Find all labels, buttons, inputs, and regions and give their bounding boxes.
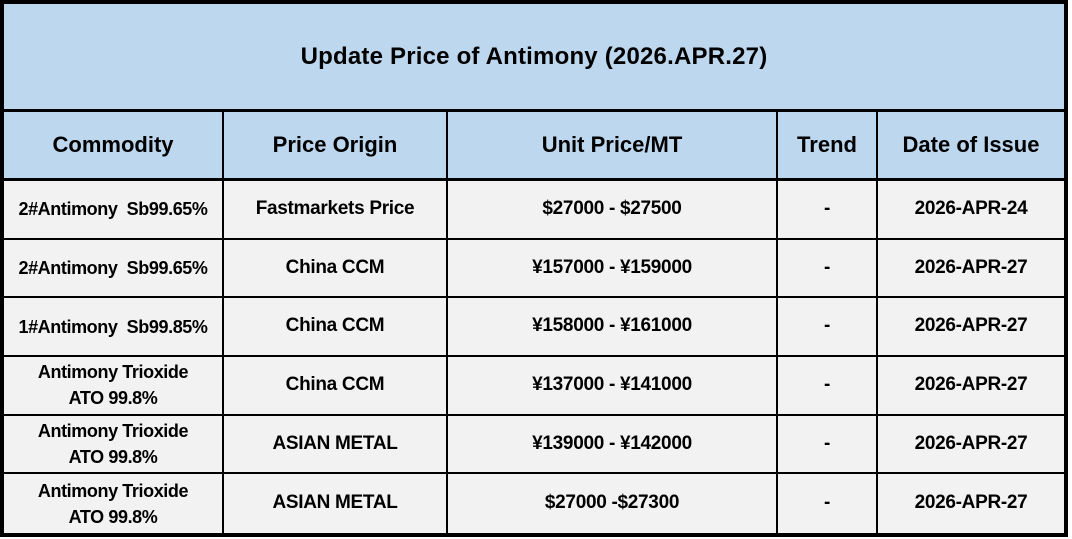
col-header-price-origin: Price Origin xyxy=(224,112,448,181)
cell-commodity: 1#Antimony Sb99.85% xyxy=(4,298,224,357)
cell-trend: - xyxy=(778,181,878,240)
cell-trend: - xyxy=(778,239,878,299)
cell-date-of-issue: 2026-APR-24 xyxy=(878,181,1064,240)
cell-trend: - xyxy=(778,474,878,533)
cell-date-of-issue: 2026-APR-27 xyxy=(878,298,1064,357)
col-header-trend: Trend xyxy=(778,112,878,181)
cell-trend: - xyxy=(778,298,878,357)
cell-price-origin: China CCM xyxy=(224,298,448,357)
col-header-unit-price: Unit Price/MT xyxy=(448,112,778,181)
cell-date-of-issue: 2026-APR-27 xyxy=(878,474,1064,533)
cell-price-origin: Fastmarkets Price xyxy=(224,181,448,240)
cell-commodity: Antimony Trioxide ATO 99.8% xyxy=(4,415,224,475)
cell-price-origin: ASIAN METAL xyxy=(224,474,448,533)
cell-price-origin: China CCM xyxy=(224,239,448,299)
cell-unit-price: ¥157000 - ¥159000 xyxy=(448,239,778,299)
cell-unit-price: ¥139000 - ¥142000 xyxy=(448,415,778,475)
cell-date-of-issue: 2026-APR-27 xyxy=(878,415,1064,475)
cell-price-origin: ASIAN METAL xyxy=(224,415,448,475)
col-header-date-of-issue: Date of Issue xyxy=(878,112,1064,181)
cell-commodity: 2#Antimony Sb99.65% xyxy=(4,239,224,299)
cell-trend: - xyxy=(778,415,878,475)
cell-unit-price: ¥137000 - ¥141000 xyxy=(448,357,778,416)
cell-trend: - xyxy=(778,357,878,416)
cell-price-origin: China CCM xyxy=(224,357,448,416)
cell-unit-price: ¥158000 - ¥161000 xyxy=(448,298,778,357)
cell-commodity: 2#Antimony Sb99.65% xyxy=(4,181,224,240)
cell-date-of-issue: 2026-APR-27 xyxy=(878,239,1064,299)
table-title: Update Price of Antimony (2026.APR.27) xyxy=(4,4,1064,112)
cell-unit-price: $27000 - $27500 xyxy=(448,181,778,240)
cell-commodity: Antimony Trioxide ATO 99.8% xyxy=(4,474,224,533)
cell-unit-price: $27000 -$27300 xyxy=(448,474,778,533)
cell-date-of-issue: 2026-APR-27 xyxy=(878,357,1064,416)
cell-commodity: Antimony Trioxide ATO 99.8% xyxy=(4,357,224,416)
col-header-commodity: Commodity xyxy=(4,112,224,181)
